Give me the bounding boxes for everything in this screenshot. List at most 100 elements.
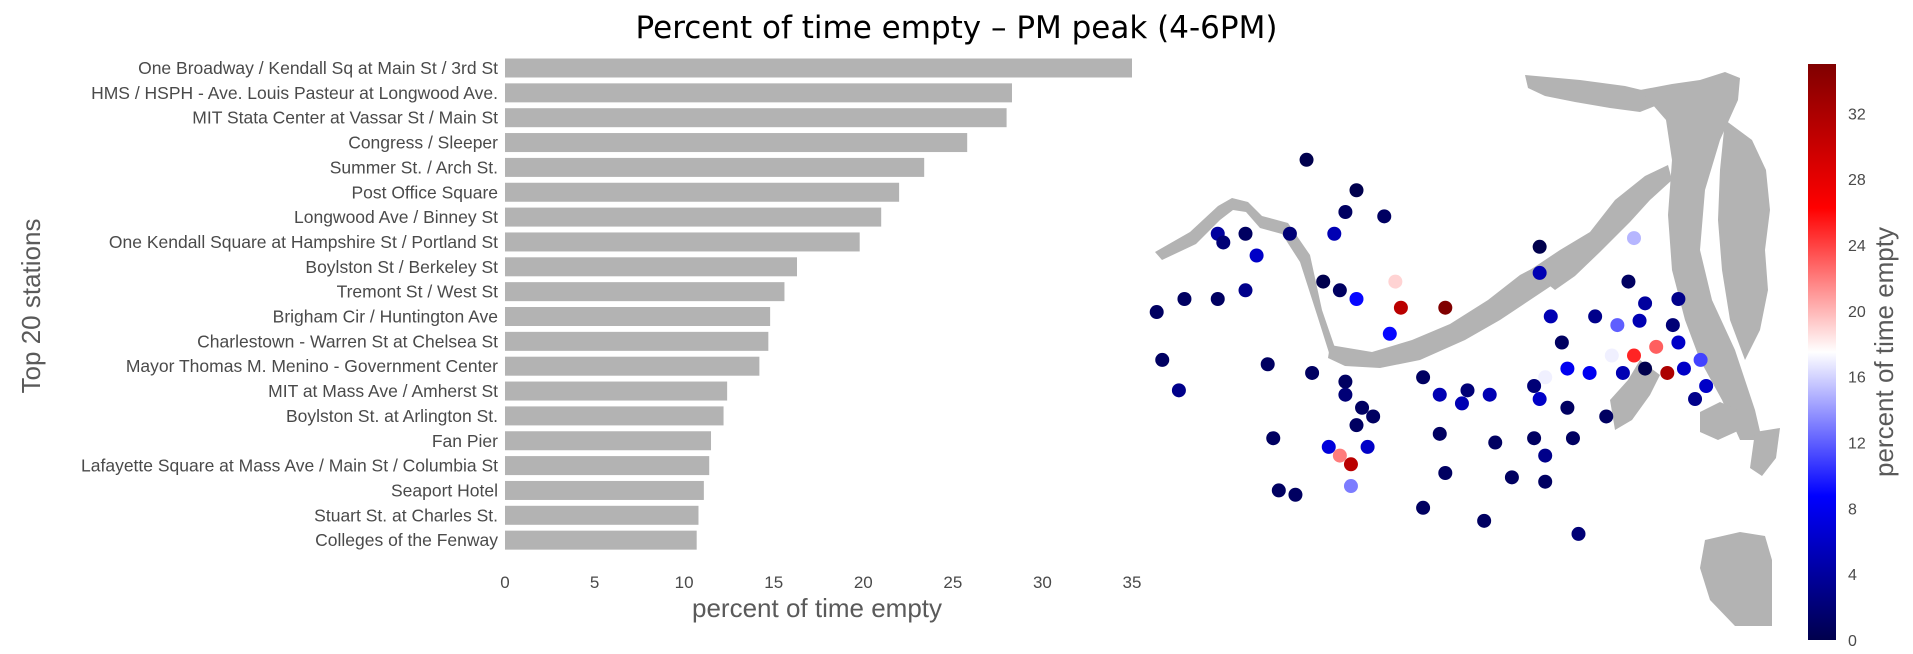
station-point (1288, 487, 1303, 502)
station-point (1260, 357, 1275, 372)
category-label: HMS / HSPH - Ave. Louis Pasteur at Longw… (91, 83, 498, 103)
bar (505, 157, 925, 177)
bar (505, 83, 1012, 103)
station-point (1177, 292, 1192, 306)
station-point (1538, 448, 1553, 463)
x-tick-label: 0 (500, 573, 509, 592)
category-label: Mayor Thomas M. Menino - Government Cent… (126, 356, 498, 376)
bar (505, 431, 712, 451)
colorbar-tick-label: 28 (1848, 172, 1866, 189)
bar (505, 182, 900, 202)
station-point (1671, 335, 1686, 350)
station-point (1338, 374, 1353, 389)
x-tick-label: 35 (1123, 573, 1142, 592)
bar (505, 331, 769, 351)
category-label: Boylston St / Berkeley St (305, 257, 498, 277)
category-label: Longwood Ave / Binney St (294, 207, 498, 227)
category-label: Post Office Square (351, 182, 498, 202)
boston-waterways (1155, 72, 1780, 626)
x-tick-label: 10 (675, 573, 694, 592)
station-point (1360, 439, 1375, 454)
colorbar-tick-label: 24 (1848, 238, 1866, 255)
colorbar-ticks: 0 4 8 12 16 20 24 28 32 (1848, 106, 1866, 650)
station-point (1355, 400, 1370, 415)
station-point (1332, 448, 1347, 463)
station-point (1504, 470, 1519, 485)
station-point (1527, 379, 1542, 393)
charles-river-mouth (1530, 165, 1672, 290)
station-point (1393, 300, 1408, 315)
station-point (1316, 274, 1331, 289)
bar (505, 232, 860, 252)
station-point (1649, 339, 1664, 354)
station-point (1660, 365, 1675, 380)
station-point (1565, 431, 1580, 446)
station-point (1571, 526, 1586, 541)
category-label: Colleges of the Fenway (315, 530, 498, 550)
station-point (1432, 426, 1447, 441)
bar (505, 480, 704, 500)
station-point (1321, 439, 1336, 454)
category-label: Seaport Hotel (391, 480, 498, 500)
harbor-channel (1640, 72, 1762, 440)
station-point (1627, 231, 1641, 246)
station-point (1543, 309, 1558, 324)
station-point (1638, 296, 1653, 311)
station-point (1676, 361, 1691, 376)
bar (505, 207, 882, 227)
station-point (1560, 400, 1575, 415)
chart-title: Percent of time empty – PM peak (4-6PM) (635, 10, 1278, 46)
station-point (1210, 292, 1225, 306)
station-point (1638, 361, 1653, 376)
y-axis-title: Top 20 stations (16, 219, 46, 394)
station-point (1377, 209, 1392, 224)
station-point (1416, 500, 1431, 515)
bar (505, 257, 798, 277)
station-point (1615, 365, 1630, 380)
category-label: Tremont St / West St (337, 282, 499, 302)
colorbar-tick-label: 12 (1848, 436, 1866, 453)
bar (505, 530, 697, 550)
station-point (1560, 361, 1575, 376)
bar (505, 381, 728, 401)
station-point (1216, 235, 1231, 250)
station-point (1588, 309, 1603, 324)
bar (505, 406, 724, 426)
station-point (1271, 483, 1286, 498)
category-label: Charlestown - Warren St at Chelsea St (197, 331, 498, 351)
charles-river (1155, 198, 1338, 356)
category-label: MIT Stata Center at Vassar St / Main St (192, 108, 498, 128)
dorchester-bay (1700, 532, 1772, 626)
station-point (1238, 283, 1253, 298)
harbor-piers (1718, 120, 1770, 360)
x-tick-label: 25 (943, 573, 962, 592)
station-point (1604, 348, 1619, 363)
x-tick-label: 5 (590, 573, 599, 592)
fort-point-channel (1610, 360, 1660, 430)
station-point (1416, 370, 1431, 385)
category-label: MIT at Mass Ave / Amherst St (268, 381, 498, 401)
station-point (1305, 365, 1320, 380)
bar (505, 505, 699, 525)
station-point (1582, 365, 1597, 380)
station-point (1438, 300, 1453, 315)
colorbar-tick-label: 8 (1848, 501, 1857, 518)
category-label: Boylston St. at Arlington St. (286, 406, 498, 426)
station-point (1532, 265, 1547, 280)
station-point (1621, 274, 1636, 289)
category-label: One Broadway / Kendall Sq at Main St / 3… (138, 58, 498, 78)
station-point (1238, 226, 1253, 241)
station-point (1527, 431, 1542, 446)
x-tick-label: 15 (764, 573, 783, 592)
station-point (1538, 370, 1553, 385)
station-point (1388, 274, 1403, 289)
bar (505, 356, 760, 376)
station-point (1366, 409, 1381, 424)
bar (505, 58, 1132, 78)
colorbar-tick-label: 20 (1848, 304, 1866, 321)
mystic-river (1525, 75, 1662, 112)
station-point (1627, 348, 1641, 363)
station-point (1454, 396, 1469, 411)
station-point (1382, 326, 1397, 341)
